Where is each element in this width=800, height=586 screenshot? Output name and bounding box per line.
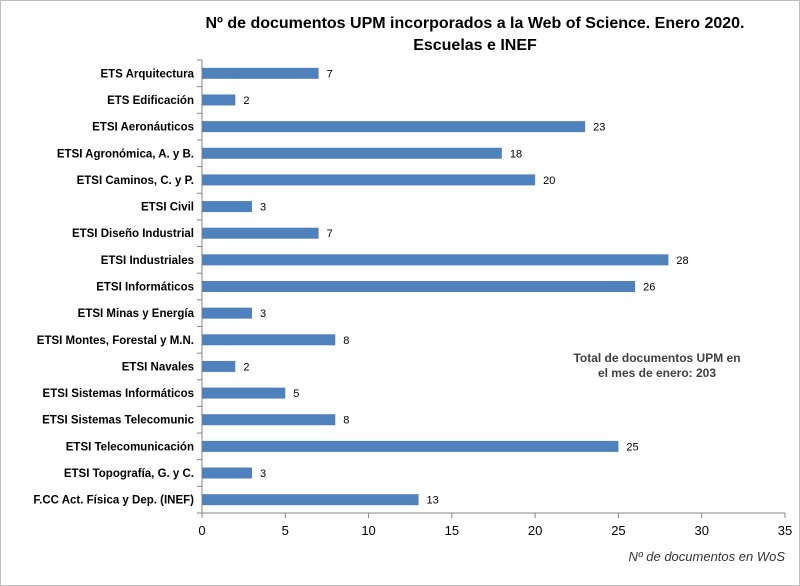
data-label: 7 bbox=[327, 228, 333, 240]
category-label: ETSI Montes, Forestal y M.N. bbox=[37, 335, 194, 347]
data-label: 7 bbox=[327, 68, 333, 80]
category-label: ETSI Telecomunicación bbox=[66, 441, 194, 453]
x-tick-label: 0 bbox=[198, 523, 205, 538]
category-label: ETSI Navales bbox=[122, 361, 194, 373]
x-tick-label: 5 bbox=[282, 523, 289, 538]
data-label: 3 bbox=[260, 468, 266, 480]
category-label: ETSI Caminos, C. y P. bbox=[77, 175, 194, 187]
category-label: ETS Arquitectura bbox=[100, 68, 194, 80]
category-label: ETSI Agronómica, A. y B. bbox=[57, 148, 194, 160]
bar bbox=[202, 201, 252, 213]
category-label: ETS Edificación bbox=[107, 95, 194, 107]
data-label: 2 bbox=[243, 95, 249, 107]
bar bbox=[202, 307, 252, 319]
bar bbox=[202, 387, 286, 399]
x-tick-label: 30 bbox=[694, 523, 708, 538]
bar bbox=[202, 227, 319, 239]
bar bbox=[202, 254, 669, 266]
category-label: ETSI Sistemas Informáticos bbox=[43, 388, 194, 400]
bar bbox=[202, 494, 419, 506]
x-tick-label: 35 bbox=[778, 523, 792, 538]
bar bbox=[202, 94, 236, 106]
category-label: ETSI Informáticos bbox=[96, 282, 194, 294]
data-label: 3 bbox=[260, 202, 266, 214]
category-label: ETSI Aeronáuticos bbox=[92, 122, 194, 134]
category-label: ETSI Diseño Industrial bbox=[72, 228, 194, 240]
data-label: 23 bbox=[593, 122, 605, 134]
bar bbox=[202, 334, 336, 346]
category-label: ETSI Civil bbox=[141, 202, 194, 214]
bar bbox=[202, 360, 236, 372]
data-label: 25 bbox=[626, 441, 638, 453]
data-label: 2 bbox=[243, 361, 249, 373]
bar bbox=[202, 414, 336, 426]
x-tick-label: 25 bbox=[611, 523, 625, 538]
data-label: 3 bbox=[260, 308, 266, 320]
data-label: 28 bbox=[676, 255, 688, 267]
data-label: 26 bbox=[643, 282, 655, 294]
category-label: ETSI Sistemas Telecomunic bbox=[42, 415, 195, 427]
category-label: F.CC Act. Física y Dep. (INEF) bbox=[33, 495, 194, 507]
x-tick-label: 10 bbox=[361, 523, 375, 538]
bar bbox=[202, 440, 619, 452]
annotation-line-1: Total de documentos UPM en bbox=[573, 351, 740, 365]
data-label: 5 bbox=[293, 388, 299, 400]
bar bbox=[202, 67, 319, 79]
chart-title: Nº de documentos UPM incorporados a la W… bbox=[205, 15, 744, 32]
data-label: 8 bbox=[343, 335, 349, 347]
bar bbox=[202, 174, 536, 186]
category-label: ETSI Minas y Energía bbox=[78, 308, 195, 320]
category-label: ETSI Industriales bbox=[101, 255, 194, 267]
x-tick-label: 15 bbox=[445, 523, 459, 538]
data-label: 8 bbox=[343, 415, 349, 427]
data-label: 18 bbox=[510, 148, 522, 160]
annotation-line-2: el mes de enero: 203 bbox=[598, 366, 716, 380]
category-label: ETSI Topografía, G. y C. bbox=[64, 468, 194, 480]
bar bbox=[202, 121, 586, 133]
x-axis-label: Nº de documentos en WoS bbox=[629, 549, 786, 564]
data-label: 13 bbox=[427, 495, 439, 507]
x-tick-label: 20 bbox=[528, 523, 542, 538]
bar bbox=[202, 467, 252, 479]
bar bbox=[202, 281, 636, 292]
chart-subtitle: Escuelas e INEF bbox=[413, 37, 537, 54]
bar bbox=[202, 147, 502, 159]
data-label: 20 bbox=[543, 175, 555, 187]
